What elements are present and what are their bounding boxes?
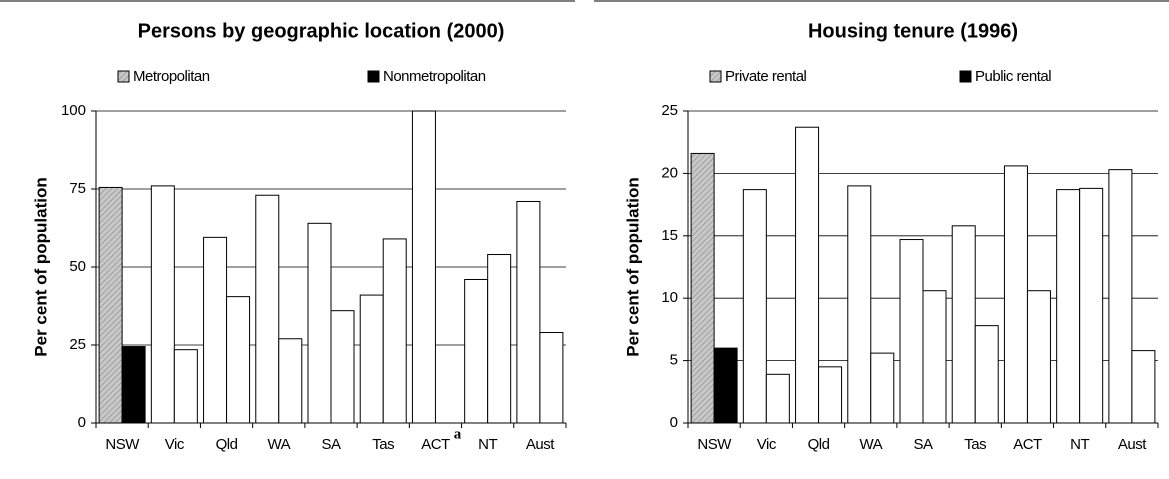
x-tick-label: NSW [697, 436, 732, 453]
legend-swatch [959, 70, 972, 83]
bar [226, 296, 251, 424]
x-tick-label: Qld [808, 436, 830, 453]
legend-swatch [367, 70, 380, 83]
x-tick-label: Qld [216, 436, 238, 453]
legend-swatch [709, 70, 722, 83]
annotation: a [454, 426, 462, 442]
bar [1003, 165, 1028, 424]
bar [713, 347, 738, 424]
x-tick-label: NT [1070, 436, 1089, 453]
bar [278, 338, 303, 424]
bar [330, 310, 355, 424]
bar [121, 346, 146, 424]
y-tick-label: 0 [670, 414, 678, 431]
bar [150, 185, 175, 424]
x-tick-label: Aust [526, 436, 555, 453]
y-tick-label: 0 [78, 414, 86, 431]
x-tick-label: Tas [372, 436, 394, 453]
bar [359, 294, 384, 424]
y-tick-label: 20 [661, 164, 678, 181]
bar [307, 222, 332, 424]
bar [516, 200, 541, 424]
x-tick-label: SA [321, 436, 341, 453]
legend-label: Metropolitan [133, 68, 210, 85]
chart-title: Housing tenure (1996) [808, 20, 1018, 42]
x-tick-label: Vic [757, 436, 777, 453]
y-tick-label: 5 [670, 352, 678, 369]
bar [1108, 169, 1133, 424]
bar [974, 325, 999, 424]
x-tick-label: WA [267, 436, 290, 453]
bar [847, 185, 872, 424]
bar [411, 110, 436, 424]
bar [1026, 290, 1051, 424]
bar [487, 254, 512, 424]
x-tick-label: WA [859, 436, 882, 453]
y-axis-label: Per cent of population [623, 177, 642, 356]
bar [173, 349, 198, 424]
x-tick-label: NSW [105, 436, 140, 453]
y-axis-label: Per cent of population [31, 177, 50, 356]
x-tick-label: Aust [1118, 436, 1147, 453]
bar [1056, 189, 1081, 424]
bar [464, 278, 489, 424]
x-tick-label: Tas [964, 436, 986, 453]
x-tick-label: ACT [421, 436, 450, 453]
legend-label: Private rental [725, 68, 807, 85]
y-tick-label: 10 [661, 289, 678, 306]
bar [98, 186, 123, 424]
bar [203, 236, 228, 424]
bar [255, 194, 280, 424]
bar [922, 290, 947, 424]
bar [690, 152, 715, 424]
bar [818, 366, 843, 424]
bar [1079, 187, 1104, 424]
bar [765, 373, 790, 424]
y-tick-label: 25 [661, 102, 678, 119]
y-tick-label: 25 [69, 336, 86, 353]
chart-title: Persons by geographic location (2000) [138, 20, 505, 42]
bar [951, 225, 976, 424]
bar [742, 189, 767, 424]
x-tick-label: ACT [1013, 436, 1042, 453]
y-tick-label: 75 [69, 180, 86, 197]
legend-swatch [117, 70, 130, 83]
y-tick-label: 100 [61, 102, 86, 119]
x-tick-label: Vic [165, 436, 185, 453]
bar [795, 126, 820, 424]
y-tick-label: 15 [661, 227, 678, 244]
bar [539, 332, 564, 424]
legend-label: Public rental [975, 68, 1051, 85]
y-tick-label: 50 [69, 258, 86, 275]
bar [382, 238, 407, 424]
bar [870, 352, 895, 424]
bar [899, 239, 924, 424]
x-tick-label: SA [913, 436, 933, 453]
legend-label: Nonmetropolitan [383, 68, 486, 85]
x-tick-label: NT [478, 436, 497, 453]
bar [1131, 350, 1156, 424]
